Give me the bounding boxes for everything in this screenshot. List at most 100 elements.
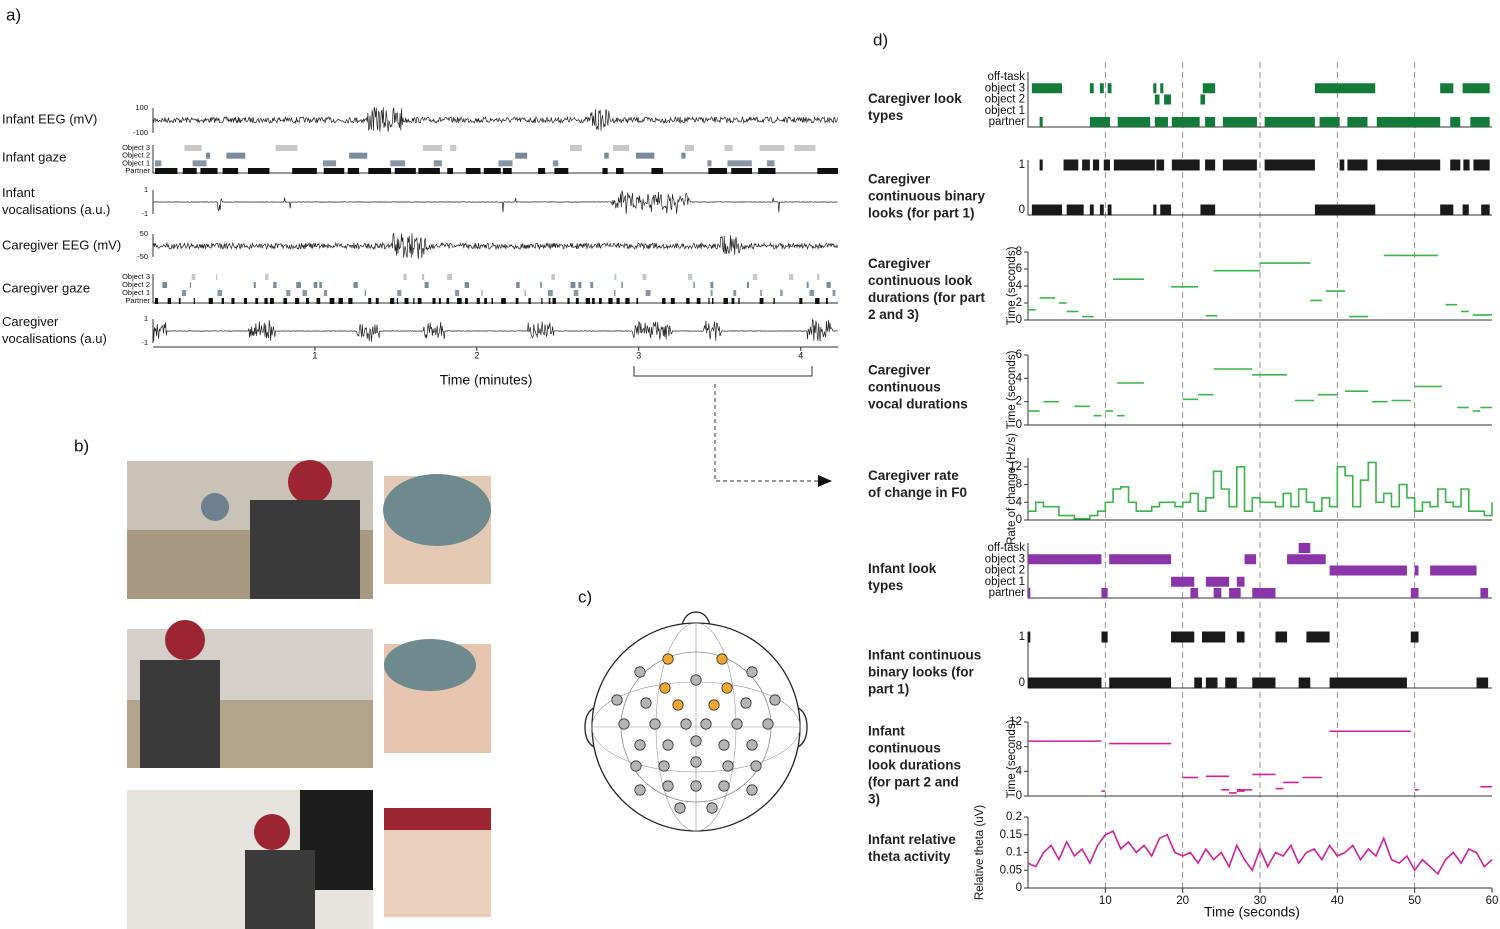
interval-bar (1153, 204, 1157, 216)
interval-bar (1264, 117, 1315, 127)
level-label: off-task (988, 542, 1026, 554)
y-tick-label: 8 (1016, 479, 1022, 491)
interval-bar (1205, 117, 1216, 127)
interval-bar (1031, 204, 1063, 216)
interval-bar (1450, 117, 1461, 127)
trace (152, 106, 838, 132)
gaze-bar (515, 152, 528, 159)
interval-bar (1314, 204, 1376, 216)
gaze-bar (193, 298, 195, 304)
row-label: types (868, 578, 903, 593)
gaze-bar (711, 298, 714, 304)
y-tick-label: 12 (1009, 716, 1022, 728)
gaze-bar (167, 298, 172, 304)
level-label: Object 3 (122, 272, 150, 281)
gaze-bar (578, 282, 582, 288)
gaze-bar (731, 298, 735, 304)
y-tick-label: 0.05 (1000, 864, 1022, 876)
gaze-bar (476, 298, 480, 304)
electrode (690, 780, 702, 792)
row-label: Caregiver (868, 363, 931, 378)
gaze-bar (457, 298, 462, 304)
y-tick-label: 0.2 (1006, 811, 1022, 823)
interval-bar (1066, 204, 1084, 216)
gaze-bar (670, 298, 675, 304)
interval-bar (1089, 83, 1094, 94)
gaze-bar (759, 298, 764, 304)
interval-bar (1298, 543, 1311, 553)
interval-bar (1031, 83, 1063, 94)
y-tick-label: 0.1 (1006, 847, 1022, 859)
row-label: Infant continuous (868, 648, 981, 663)
head-diagram (584, 611, 808, 832)
interval-bar (1200, 94, 1206, 105)
gaze-bar (752, 274, 758, 280)
tick-label: 100 (135, 103, 148, 112)
gaze-bar (432, 298, 436, 304)
arrow-head (818, 475, 832, 487)
gaze-bar (222, 168, 239, 174)
gaze-bar (221, 298, 224, 304)
gaze-bar (323, 290, 328, 296)
level-label: Object 1 (122, 288, 150, 297)
gaze-bar (817, 168, 838, 174)
gaze-bar (826, 282, 831, 288)
gaze-bar (483, 168, 501, 174)
gaze-bar (286, 290, 291, 296)
panel-label: d) (873, 30, 888, 49)
electrode (662, 780, 674, 792)
gaze-bar (464, 282, 469, 288)
gaze-bar (604, 152, 609, 159)
interval-bar (1082, 159, 1090, 171)
interval-bar (1101, 631, 1108, 643)
gaze-bar (323, 168, 345, 174)
gaze-bar (708, 298, 710, 304)
interval-bar (1264, 159, 1315, 171)
gaze-bar (799, 298, 803, 304)
gaze-bar (217, 290, 223, 296)
level-label: object 1 (985, 105, 1025, 117)
y-tick-label: 0 (1016, 419, 1022, 431)
gaze-bar (396, 298, 399, 304)
electrode (674, 802, 686, 814)
interval-bar (1089, 117, 1110, 127)
x-tick-label: 50 (1408, 895, 1421, 907)
y-axis-label: Time (seconds) (1006, 246, 1018, 325)
interval-bar (1028, 554, 1102, 565)
y-tick-label: 0 (1016, 314, 1022, 326)
row-label: continuous (868, 741, 941, 756)
gaze-bar (390, 298, 395, 304)
interval-bar (1440, 204, 1454, 216)
gaze-bar (547, 290, 553, 296)
x-tick-label: 60 (1486, 895, 1499, 907)
interval-bar (1410, 588, 1419, 598)
interval-bar (1164, 94, 1172, 105)
gaze-bar (208, 298, 213, 304)
tick-label: -50 (137, 252, 148, 261)
row-label: Caregiver look (868, 91, 962, 106)
row-label: Infant EEG (mV) (2, 111, 97, 126)
gaze-bar (247, 168, 270, 174)
gaze-bar (316, 298, 321, 304)
gaze-bar (447, 168, 454, 174)
interval-bar (1481, 204, 1490, 216)
row-label: continuous look (868, 273, 973, 288)
row-label: 2 and 3) (868, 307, 919, 322)
y-tick-label: 4 (1016, 372, 1023, 384)
gaze-bar (424, 282, 429, 288)
gaze-bar (269, 298, 274, 304)
gaze-bar (516, 282, 520, 288)
gaze-bar (590, 282, 594, 288)
row-label: Caregiver (868, 256, 931, 271)
interval-bar (1160, 83, 1164, 94)
interval-bar (1028, 588, 1031, 598)
panel-label: b) (74, 436, 89, 455)
gaze-bar (191, 274, 196, 280)
gaze-bar (585, 298, 590, 304)
y-axis-label: Relative theta (uV) (974, 805, 986, 900)
gaze-bar (216, 274, 218, 280)
gaze-bar (570, 282, 576, 288)
gaze-bar (554, 168, 569, 174)
interval-bar (1156, 159, 1165, 171)
